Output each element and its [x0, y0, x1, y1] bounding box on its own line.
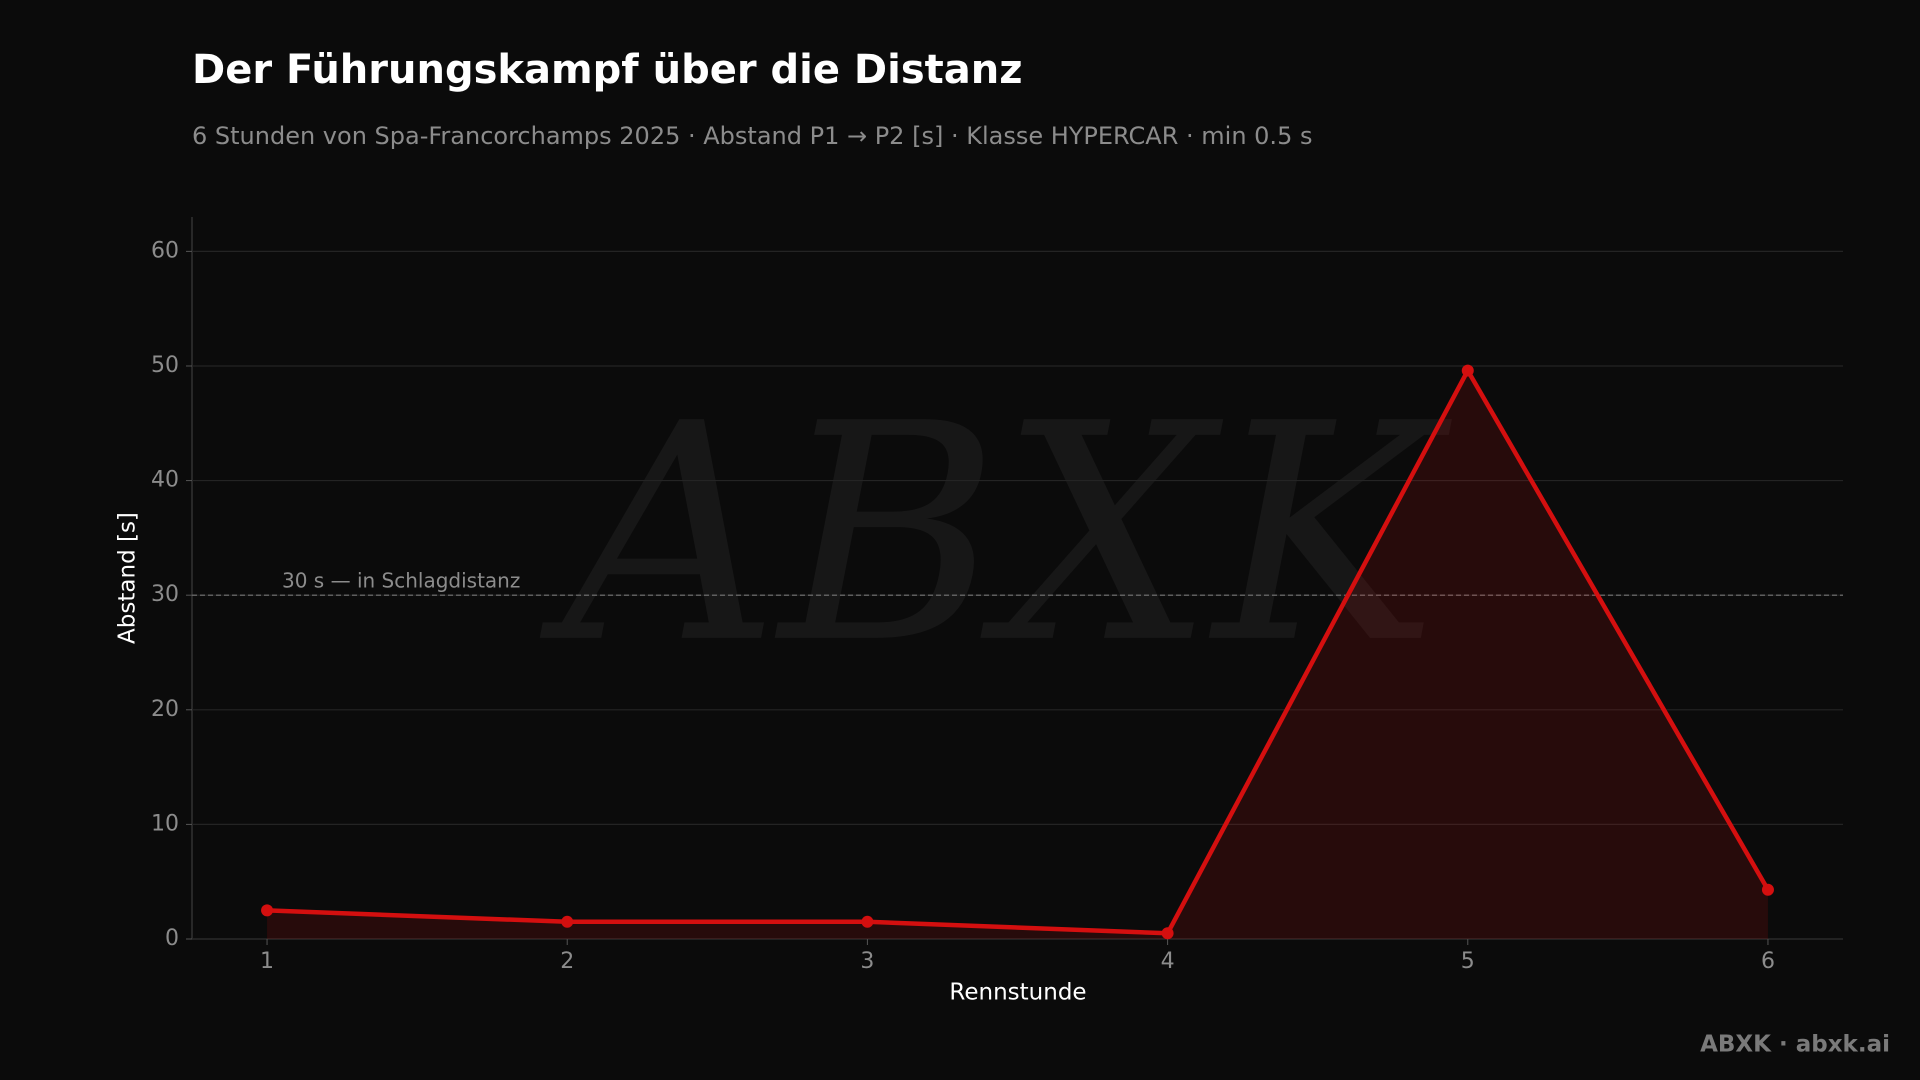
point [1761, 883, 1774, 896]
y-tick-label: 30 [151, 582, 179, 607]
x-tick-label: 3 [860, 949, 874, 974]
x-tick-label: 2 [560, 949, 574, 974]
footer: ABXK · abxk.ai [1700, 1032, 1890, 1058]
x-axis-label: Rennstunde [949, 980, 1086, 1006]
point [1161, 927, 1174, 940]
point [261, 904, 274, 917]
x-tick-label: 1 [260, 949, 274, 974]
y-tick-label: 20 [151, 697, 179, 722]
watermark: ABXK [539, 360, 1452, 709]
chart-subtitle: 6 Stunden von Spa-Francorchamps 2025 · A… [192, 122, 1312, 150]
line [266, 368, 1770, 936]
y-tick-label: 50 [151, 353, 179, 378]
x-tick-label: 5 [1461, 949, 1475, 974]
point [1461, 364, 1474, 377]
y-tick-label: 10 [151, 811, 179, 836]
point [861, 915, 874, 928]
y-tick-label: 0 [165, 926, 179, 951]
y-tick-label: 40 [151, 468, 179, 493]
reference-label: 30 s — in Schlagdistanz [282, 569, 520, 593]
y-axis-label: Abstand [s] [115, 512, 141, 644]
point [561, 915, 574, 928]
y-tick-label: 60 [151, 238, 179, 263]
x-tick-label: 4 [1161, 949, 1175, 974]
x-tick-label: 6 [1761, 949, 1775, 974]
chart-title: Der Führungskampf über die Distanz [192, 47, 1023, 93]
